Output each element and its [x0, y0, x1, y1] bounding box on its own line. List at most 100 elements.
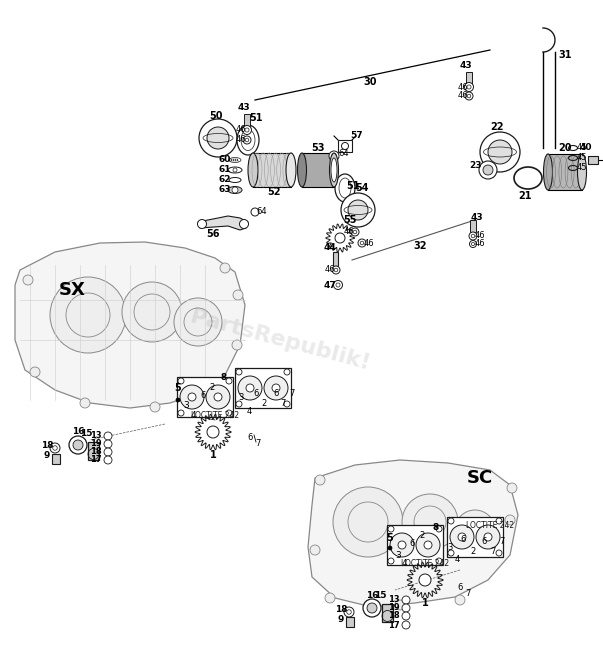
Circle shape [390, 533, 414, 557]
Text: 63: 63 [218, 186, 231, 194]
Circle shape [236, 369, 242, 375]
Bar [52, 454, 60, 464]
Text: 53: 53 [311, 143, 325, 153]
Circle shape [458, 533, 466, 541]
Circle shape [335, 233, 345, 243]
Circle shape [398, 541, 406, 549]
Text: 8: 8 [433, 522, 439, 531]
Circle shape [488, 140, 512, 164]
Text: 45: 45 [576, 143, 587, 153]
Bar [382, 604, 393, 622]
Text: 17: 17 [90, 455, 102, 465]
Text: LOCTITE 242: LOCTITE 242 [401, 559, 449, 568]
Circle shape [469, 232, 477, 240]
Text: 5: 5 [387, 533, 393, 543]
Text: 4: 4 [455, 555, 459, 564]
Circle shape [207, 127, 229, 149]
Circle shape [272, 384, 280, 392]
Text: 45: 45 [576, 163, 587, 173]
Text: 32: 32 [413, 241, 427, 251]
Circle shape [220, 263, 230, 273]
Text: 45: 45 [576, 153, 587, 163]
Circle shape [479, 161, 497, 179]
Text: 52: 52 [267, 187, 281, 197]
Text: 23: 23 [470, 161, 482, 169]
Bar [588, 156, 598, 164]
Text: 16: 16 [366, 592, 378, 600]
Text: 7: 7 [289, 389, 295, 397]
Text: 46: 46 [236, 126, 246, 134]
Ellipse shape [329, 153, 338, 187]
Text: 9: 9 [338, 615, 344, 625]
Text: 9: 9 [44, 451, 50, 461]
Text: 51: 51 [249, 113, 263, 123]
Circle shape [470, 241, 476, 247]
Text: 46: 46 [364, 239, 374, 247]
Circle shape [388, 558, 394, 564]
Text: LOCTITE 242: LOCTITE 242 [191, 410, 239, 420]
Circle shape [402, 494, 458, 550]
Circle shape [239, 219, 248, 229]
Text: 2: 2 [419, 531, 425, 541]
Text: 6: 6 [457, 582, 463, 592]
Circle shape [424, 541, 432, 549]
Circle shape [329, 151, 339, 161]
Circle shape [80, 398, 90, 408]
Circle shape [388, 526, 394, 532]
Circle shape [150, 402, 160, 412]
Text: 6: 6 [481, 537, 487, 547]
Circle shape [416, 533, 440, 557]
Circle shape [50, 277, 126, 353]
Text: 16: 16 [72, 428, 84, 436]
Text: 22: 22 [490, 122, 504, 132]
Circle shape [465, 92, 473, 100]
Circle shape [332, 266, 340, 274]
Circle shape [484, 533, 492, 541]
Text: 19: 19 [90, 440, 102, 449]
Circle shape [30, 367, 40, 377]
Text: 7: 7 [280, 399, 286, 407]
Text: 7: 7 [255, 440, 260, 449]
Circle shape [480, 132, 520, 172]
Text: 46: 46 [344, 227, 355, 237]
Text: 61: 61 [218, 165, 231, 175]
Text: 13: 13 [388, 596, 400, 605]
Circle shape [351, 228, 359, 236]
Circle shape [505, 515, 515, 525]
Bar [235, 368, 291, 408]
Circle shape [174, 298, 222, 346]
Circle shape [325, 593, 335, 603]
Circle shape [232, 340, 242, 350]
Text: 3: 3 [395, 551, 401, 559]
Circle shape [243, 136, 251, 144]
Text: 46: 46 [236, 136, 246, 145]
Text: 64: 64 [339, 149, 349, 159]
Text: 17: 17 [388, 621, 400, 629]
Circle shape [395, 600, 405, 610]
Ellipse shape [331, 158, 337, 182]
Text: 4: 4 [190, 410, 196, 420]
Circle shape [464, 83, 473, 91]
Text: 64: 64 [257, 208, 267, 217]
Text: LOCTITE 242: LOCTITE 242 [466, 520, 514, 529]
Circle shape [436, 526, 442, 532]
Circle shape [242, 126, 251, 134]
Circle shape [207, 426, 219, 438]
Text: 4: 4 [401, 559, 407, 568]
Text: 7: 7 [499, 537, 505, 547]
Text: 47: 47 [324, 280, 336, 290]
Circle shape [341, 193, 375, 227]
Polygon shape [308, 460, 518, 607]
Ellipse shape [297, 153, 306, 187]
Circle shape [448, 550, 454, 556]
Circle shape [206, 385, 230, 409]
Text: SC: SC [467, 469, 493, 487]
Circle shape [402, 621, 410, 629]
Circle shape [333, 487, 403, 557]
Circle shape [358, 239, 366, 247]
Circle shape [333, 280, 343, 290]
Text: 30: 30 [363, 77, 377, 87]
Text: 43: 43 [238, 104, 250, 112]
Text: 6: 6 [409, 539, 415, 547]
Bar [253, 153, 291, 187]
